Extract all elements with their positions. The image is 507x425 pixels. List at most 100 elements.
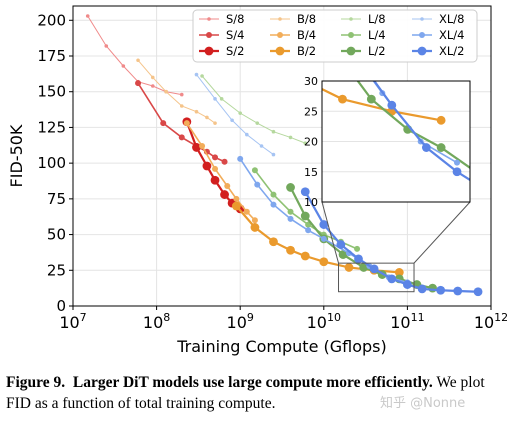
data-point xyxy=(270,201,277,208)
legend-marker xyxy=(206,32,212,38)
series-line xyxy=(322,87,442,122)
data-point xyxy=(150,75,155,80)
inset-y-tick-label: 10 xyxy=(304,196,318,209)
data-point xyxy=(359,263,369,272)
y-axis-label: FID-50K xyxy=(7,124,26,187)
legend-marker xyxy=(204,46,214,56)
inset-frame xyxy=(321,80,471,203)
series-XL-2 xyxy=(300,187,483,297)
data-point xyxy=(251,217,258,224)
data-point xyxy=(178,134,185,141)
data-point xyxy=(286,245,295,255)
zoom-connector xyxy=(321,201,340,264)
data-point xyxy=(221,158,228,165)
data-point xyxy=(254,181,261,188)
legend-marker xyxy=(277,32,283,38)
data-point xyxy=(387,100,397,110)
data-point xyxy=(319,220,329,229)
data-point xyxy=(243,208,250,215)
series-L-8 xyxy=(200,74,308,145)
legend-label: L/2 xyxy=(368,44,386,58)
zoom-region xyxy=(338,262,415,293)
series-L-2 xyxy=(356,81,507,191)
legend-label: XL/8 xyxy=(439,12,464,26)
data-point xyxy=(428,283,437,293)
data-point xyxy=(121,64,126,68)
data-point xyxy=(344,263,354,272)
figure-caption: Figure 9. Larger DiT models use large co… xyxy=(6,372,502,414)
x-tick-label: 109 xyxy=(227,311,254,332)
y-tick-label: 125 xyxy=(37,118,66,136)
series-line xyxy=(201,75,306,144)
data-point xyxy=(336,240,346,249)
data-point xyxy=(394,268,404,277)
data-point xyxy=(288,135,293,140)
data-point xyxy=(269,237,278,247)
data-point xyxy=(502,182,507,191)
data-point xyxy=(421,143,431,152)
data-point xyxy=(259,144,264,148)
data-point xyxy=(220,190,229,199)
data-point xyxy=(354,254,363,264)
y-tick-label: 200 xyxy=(37,11,66,29)
y-tick-label: 75 xyxy=(47,190,66,208)
legend-label: B/8 xyxy=(297,12,316,26)
legend-label: S/4 xyxy=(226,28,245,42)
data-point xyxy=(230,118,234,123)
legend-label: L/4 xyxy=(368,28,386,42)
series-line xyxy=(87,15,182,96)
x-tick-label: 1011 xyxy=(390,311,424,332)
data-point xyxy=(199,143,206,149)
data-point xyxy=(338,250,348,259)
data-point xyxy=(387,274,397,284)
legend-marker xyxy=(420,17,424,21)
data-point xyxy=(271,129,276,134)
data-point xyxy=(238,111,242,115)
data-point xyxy=(212,165,219,172)
data-point xyxy=(179,104,184,108)
data-point xyxy=(136,58,140,63)
data-point xyxy=(436,143,446,152)
legend-marker xyxy=(346,46,356,56)
legend-item-B-4: B/4 xyxy=(270,28,316,42)
data-point xyxy=(473,287,483,297)
x-tick-label: 107 xyxy=(59,311,86,332)
data-point xyxy=(286,183,295,192)
data-point xyxy=(85,14,90,18)
data-point xyxy=(300,251,310,261)
legend-item-S-4: S/4 xyxy=(199,28,245,42)
data-point xyxy=(212,154,219,161)
legend-item-L-4: L/4 xyxy=(341,28,386,42)
data-point xyxy=(300,211,310,221)
data-point xyxy=(251,167,258,174)
data-point xyxy=(164,89,168,94)
y-tick-label: 100 xyxy=(37,154,66,172)
data-point xyxy=(289,71,298,80)
data-point xyxy=(320,235,327,242)
data-point xyxy=(250,223,260,232)
legend-item-L-2: L/2 xyxy=(341,44,386,58)
legend-box xyxy=(192,9,478,63)
x-axis-label: Training Compute (Gflops) xyxy=(176,337,387,356)
legend-marker xyxy=(349,17,353,21)
legend-label: S/8 xyxy=(226,12,245,26)
data-point xyxy=(481,186,490,195)
data-point xyxy=(319,257,329,267)
data-point xyxy=(453,286,463,296)
series-line xyxy=(186,122,256,221)
data-point xyxy=(305,227,312,234)
data-point xyxy=(271,152,276,157)
data-point xyxy=(403,280,412,289)
watermark: 知乎 @Nonne xyxy=(380,396,466,411)
caption-title: Larger DiT models use large compute more… xyxy=(72,374,433,391)
data-point xyxy=(245,132,249,137)
data-point xyxy=(270,191,277,198)
legend-label: L/8 xyxy=(368,12,386,26)
legend-marker xyxy=(417,46,427,56)
data-point xyxy=(183,120,190,127)
data-point xyxy=(200,74,204,78)
data-point xyxy=(354,245,361,252)
data-point xyxy=(213,121,217,125)
caption-body: We plot FID as a function of total train… xyxy=(6,374,485,412)
data-point xyxy=(194,109,199,114)
